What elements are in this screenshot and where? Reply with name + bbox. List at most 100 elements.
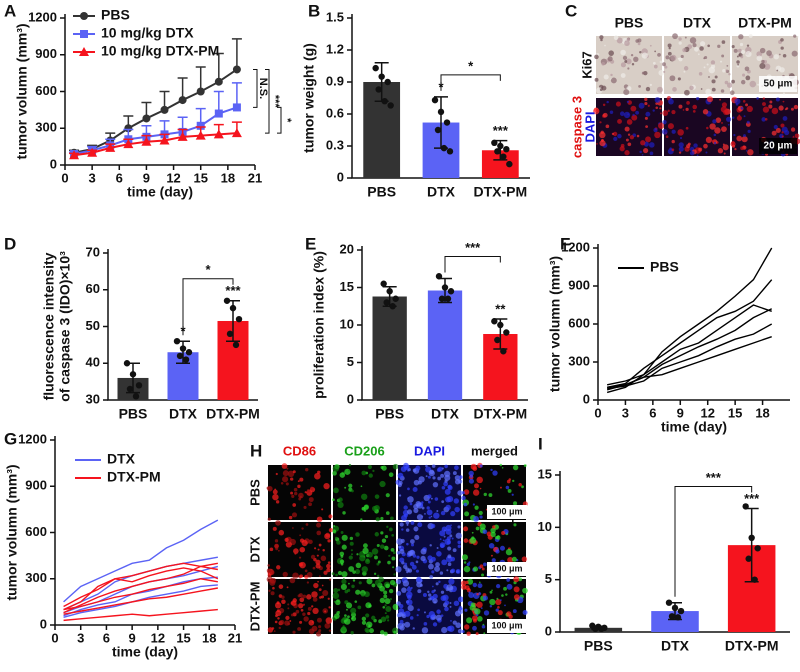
texture — [437, 466, 443, 472]
scale-bar-label: 100 μm — [491, 506, 522, 516]
texture — [648, 142, 655, 148]
texture — [449, 605, 452, 608]
texture — [489, 590, 493, 594]
texture — [697, 53, 700, 56]
texture — [411, 564, 417, 570]
texture — [744, 66, 750, 72]
image-panel: H CD86 CD206 DAPI merged PBS 100 μm DTX 100 μm DT… — [247, 441, 528, 637]
texture — [454, 465, 459, 471]
texture — [383, 590, 388, 595]
data-point — [177, 131, 188, 141]
texture — [272, 489, 278, 495]
texture — [472, 566, 479, 572]
texture — [348, 469, 350, 472]
texture — [667, 109, 670, 113]
texture — [654, 131, 661, 139]
texture — [388, 588, 394, 594]
data-point — [665, 599, 673, 606]
texture — [361, 620, 367, 625]
texture — [781, 135, 784, 138]
texture — [340, 555, 344, 558]
y-tick-label: 40 — [86, 355, 100, 370]
texture — [671, 148, 675, 152]
texture — [748, 34, 753, 38]
texture — [374, 579, 382, 586]
texture — [622, 55, 628, 61]
texture — [426, 509, 433, 516]
texture — [319, 596, 322, 599]
texture — [768, 104, 773, 109]
texture — [679, 136, 683, 140]
panel-label: C — [565, 1, 577, 20]
texture — [451, 537, 454, 540]
texture — [292, 598, 297, 603]
texture — [733, 48, 738, 53]
texture — [383, 594, 388, 599]
x-tick-label: DTX — [431, 406, 460, 422]
texture — [479, 581, 481, 584]
texture — [278, 521, 281, 523]
texture — [337, 588, 341, 592]
texture — [349, 536, 354, 541]
texture — [298, 562, 303, 567]
texture — [683, 66, 689, 71]
texture — [686, 144, 691, 149]
row-label: DTX-PM — [247, 582, 262, 632]
data-point — [124, 124, 133, 133]
texture — [717, 148, 724, 154]
texture — [306, 581, 310, 584]
texture — [692, 109, 696, 113]
texture — [678, 104, 683, 109]
texture — [316, 554, 319, 557]
texture — [478, 592, 482, 596]
texture — [782, 116, 788, 121]
texture — [603, 74, 609, 80]
texture — [477, 616, 483, 622]
data-point — [160, 105, 169, 114]
series-line — [73, 132, 237, 157]
texture — [613, 136, 618, 141]
texture — [518, 483, 522, 487]
texture — [328, 606, 331, 609]
bracket-label: *** — [465, 240, 481, 255]
texture — [352, 570, 356, 574]
scale-bar-label: 20 μm — [764, 141, 793, 152]
texture — [291, 512, 298, 518]
data-point — [185, 349, 193, 356]
texture — [406, 586, 412, 592]
texture — [720, 106, 728, 113]
texture — [424, 513, 426, 515]
texture — [599, 131, 606, 139]
texture — [426, 506, 430, 510]
texture — [341, 534, 348, 541]
texture — [599, 121, 602, 124]
texture — [658, 69, 665, 76]
texture — [267, 517, 271, 521]
texture — [641, 153, 644, 156]
texture — [604, 44, 606, 47]
texture — [396, 538, 403, 545]
texture — [334, 613, 340, 619]
texture — [617, 118, 622, 124]
texture — [468, 592, 475, 599]
y-tick-label: 30 — [86, 391, 100, 406]
data-point — [229, 304, 237, 312]
texture — [736, 64, 740, 68]
texture — [461, 491, 465, 495]
texture — [627, 133, 631, 136]
texture — [326, 563, 331, 569]
texture — [312, 607, 319, 615]
texture — [453, 498, 460, 504]
texture — [389, 597, 393, 601]
y-tick-label: 0 — [40, 616, 47, 631]
x-tick-label: 3 — [622, 405, 629, 420]
data-point — [592, 625, 599, 633]
texture — [619, 111, 625, 116]
data-point — [494, 336, 501, 344]
texture — [311, 591, 318, 598]
texture — [471, 531, 474, 534]
texture — [457, 596, 464, 603]
y-axis-label: tumor volumn (mm³) — [4, 464, 20, 600]
texture — [297, 594, 301, 598]
